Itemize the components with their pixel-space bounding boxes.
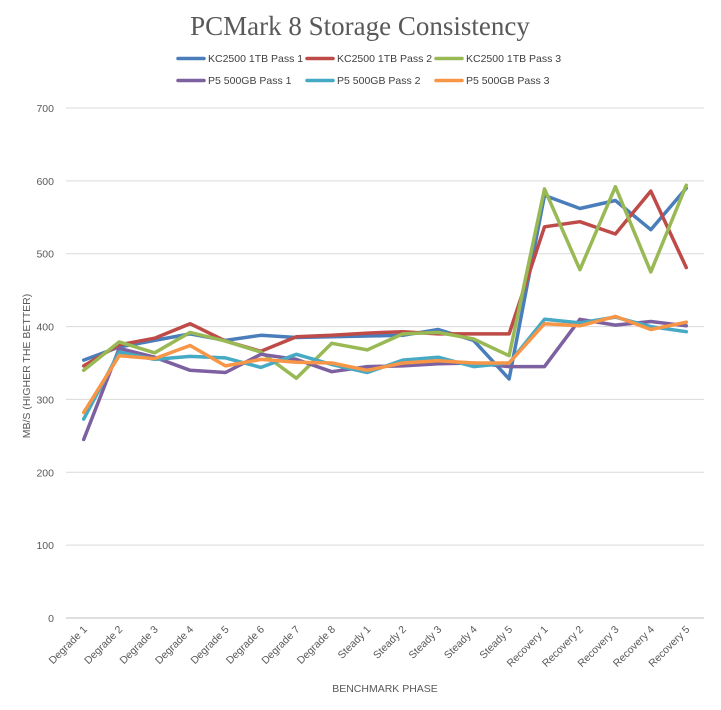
y-tick-label: 600 xyxy=(36,176,54,188)
legend-label: KC2500 1TB Pass 3 xyxy=(466,53,561,65)
y-tick-label: 700 xyxy=(36,103,54,115)
x-tick-label: Steady 1 xyxy=(336,624,374,662)
y-axis-ticks: 0 100 200 300 400 500 600 700 xyxy=(36,103,54,625)
series-line-6 xyxy=(81,314,689,415)
legend-item: P5 500GB Pass 1 xyxy=(176,75,292,87)
legend-item: KC2500 1TB Pass 3 xyxy=(434,53,561,65)
legend-label: KC2500 1TB Pass 2 xyxy=(337,53,432,65)
legend-label: KC2500 1TB Pass 1 xyxy=(208,53,303,65)
chart-title: PCMark 8 Storage Consistency xyxy=(190,11,530,41)
x-axis-title: BENCHMARK PHASE xyxy=(332,683,438,695)
series-line-3 xyxy=(81,183,689,381)
y-tick-label: 300 xyxy=(36,394,54,406)
legend-label: P5 500GB Pass 1 xyxy=(208,75,292,87)
y-tick-label: 500 xyxy=(36,249,54,261)
legend-item: P5 500GB Pass 2 xyxy=(305,75,421,87)
y-tick-label: 0 xyxy=(48,613,54,625)
series-lines xyxy=(81,183,689,442)
legend-label: P5 500GB Pass 3 xyxy=(466,75,550,87)
x-tick-label: Steady 2 xyxy=(371,624,409,662)
y-tick-label: 400 xyxy=(36,322,54,334)
legend-label: P5 500GB Pass 2 xyxy=(337,75,421,87)
legend-item: P5 500GB Pass 3 xyxy=(434,75,550,87)
series-line-2 xyxy=(81,189,689,368)
x-tick-label: Degrade 8 xyxy=(295,624,338,667)
gridlines xyxy=(66,107,704,619)
x-tick-label: Steady 3 xyxy=(406,624,444,662)
y-tick-label: 100 xyxy=(36,540,54,552)
y-tick-label: 200 xyxy=(36,467,54,479)
y-axis-title: MB/S (HIGHER THE BETTER) xyxy=(21,294,33,438)
x-tick-label: Steady 4 xyxy=(442,624,480,662)
legend: KC2500 1TB Pass 1 KC2500 1TB Pass 2 KC2500… xyxy=(176,53,561,87)
legend-item: KC2500 1TB Pass 1 xyxy=(176,53,303,65)
legend-item: KC2500 1TB Pass 2 xyxy=(305,53,432,65)
